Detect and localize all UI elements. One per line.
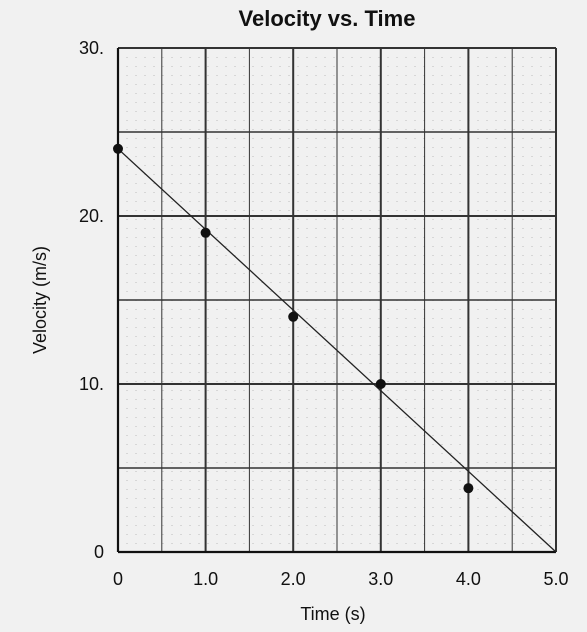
data-point <box>200 227 211 238</box>
data-point <box>113 143 123 154</box>
x-axis-label: Time (s) <box>300 604 365 624</box>
trend-line-layer <box>117 148 557 553</box>
data-point <box>375 379 386 389</box>
data-point <box>463 483 474 494</box>
y-tick-label: 0 <box>94 542 104 562</box>
tick-labels: 0 1.0 2.0 3.0 4.0 5.0 0 10. 20. 30. <box>79 38 569 589</box>
x-tick-label: 4.0 <box>456 569 481 589</box>
data-points <box>113 143 474 494</box>
chart-title: Velocity vs. Time <box>239 6 416 31</box>
x-tick-label: 0 <box>113 569 123 589</box>
grid <box>116 47 557 554</box>
x-tick-label: 1.0 <box>193 569 218 589</box>
data-point <box>288 311 299 322</box>
best-fit-line <box>117 148 557 553</box>
y-tick-label: 30. <box>79 38 104 58</box>
y-tick-label: 20. <box>79 206 104 226</box>
y-tick-label: 10. <box>79 374 104 394</box>
x-tick-label: 2.0 <box>281 569 306 589</box>
x-tick-label: 3.0 <box>368 569 393 589</box>
x-tick-label: 5.0 <box>543 569 568 589</box>
y-axis-label: Velocity (m/s) <box>30 246 50 354</box>
